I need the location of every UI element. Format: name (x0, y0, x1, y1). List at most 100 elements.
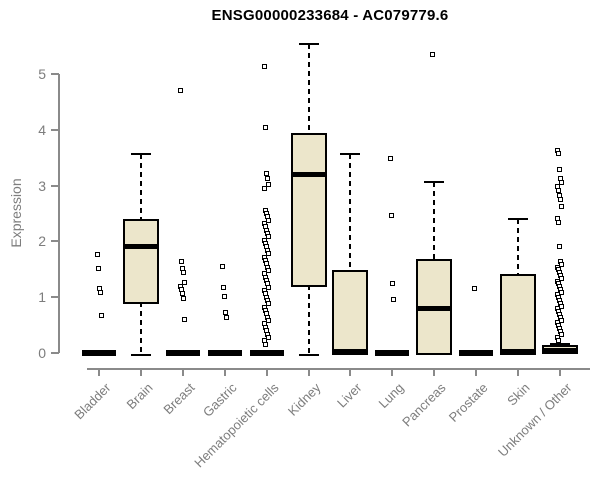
x-tick (98, 369, 100, 376)
median-line (292, 171, 325, 177)
outlier-point (557, 244, 563, 250)
outlier-point (559, 275, 565, 281)
outlier-point (263, 124, 269, 130)
y-tick (51, 240, 59, 243)
lower-whisker-cap (298, 354, 319, 356)
outlier-point (220, 264, 226, 269)
outlier-point (558, 197, 564, 203)
box-5 (290, 132, 327, 287)
x-tick (349, 369, 352, 376)
outlier-point (94, 252, 100, 258)
outlier-point (556, 151, 562, 157)
outlier-point (181, 270, 187, 276)
x-axis-line (87, 368, 590, 370)
upper-whisker (139, 153, 142, 221)
upper-whisker (349, 153, 352, 272)
median-line (543, 348, 576, 354)
lower-whisker-cap (130, 354, 151, 356)
outlier-point (559, 261, 565, 267)
outlier-point (262, 186, 268, 192)
outlier-point (387, 155, 393, 161)
box-10 (500, 273, 537, 355)
x-tick (433, 369, 436, 376)
y-tick-label: 4 (38, 121, 46, 138)
y-tick (51, 296, 59, 299)
upper-whisker-cap (508, 217, 529, 220)
y-tick-label: 3 (38, 177, 46, 194)
outlier-point (182, 317, 188, 323)
outlier-point (266, 251, 272, 257)
median-line (502, 349, 535, 355)
y-tick (51, 73, 59, 75)
outlier-point (559, 317, 565, 323)
upper-whisker (433, 181, 436, 262)
outlier-point (97, 290, 103, 296)
outlier-point (559, 180, 565, 186)
outlier-point (264, 170, 270, 176)
outlier-point (556, 337, 562, 343)
outlier-point (266, 334, 272, 340)
outlier-point (98, 312, 104, 318)
outlier-point (559, 204, 565, 210)
upper-whisker-cap (424, 180, 445, 183)
x-tick (475, 369, 478, 376)
y-tick (51, 128, 59, 131)
outlier-point (556, 219, 562, 225)
outlier-point (266, 318, 272, 324)
upper-whisker-cap (340, 152, 361, 155)
outlier-point (179, 258, 185, 264)
x-tick (307, 369, 310, 376)
x-tick (558, 369, 561, 376)
outlier-point (178, 88, 184, 94)
y-tick (51, 352, 59, 354)
y-tick (51, 184, 59, 187)
outlier-point (266, 217, 272, 223)
x-tick (139, 369, 142, 376)
outlier-point (429, 51, 435, 57)
y-tick-label: 1 (38, 289, 46, 306)
outlier-point (221, 284, 227, 290)
lower-whisker (139, 302, 142, 353)
outlier-point (224, 314, 230, 320)
outlier-point (266, 234, 272, 240)
outlier-point (266, 284, 272, 290)
median-line (418, 306, 451, 312)
outlier-point (181, 295, 187, 301)
box-6 (332, 269, 369, 355)
x-tick (517, 369, 520, 376)
collapsed-box (82, 350, 116, 356)
x-tick (265, 369, 268, 376)
outlier-point (559, 289, 565, 295)
y-tick-label: 5 (38, 66, 46, 82)
y-tick-label: 0 (38, 345, 46, 361)
outlier-point (182, 279, 188, 285)
y-axis-line (58, 74, 60, 353)
median-line (124, 244, 157, 250)
outlier-point (471, 286, 477, 292)
outlier-point (223, 309, 229, 315)
collapsed-box (459, 350, 494, 356)
outlier-point (389, 280, 395, 286)
upper-whisker (307, 43, 310, 135)
box-1 (122, 218, 159, 305)
outlier-point (559, 303, 565, 309)
lower-whisker (307, 284, 310, 353)
collapsed-box (249, 350, 284, 356)
outlier-point (390, 296, 396, 302)
upper-whisker (517, 218, 520, 276)
median-line (334, 349, 367, 355)
upper-whisker-cap (549, 343, 570, 346)
outlier-point (266, 301, 272, 307)
outlier-point (265, 176, 271, 182)
y-tick-label: 2 (38, 233, 46, 250)
x-tick (391, 369, 394, 376)
collapsed-box (375, 350, 410, 356)
upper-whisker-cap (130, 152, 151, 155)
outlier-point (263, 341, 269, 347)
x-tick (223, 369, 226, 376)
outlier-point (222, 293, 228, 299)
collapsed-box (165, 350, 200, 356)
outlier-point (266, 181, 272, 187)
